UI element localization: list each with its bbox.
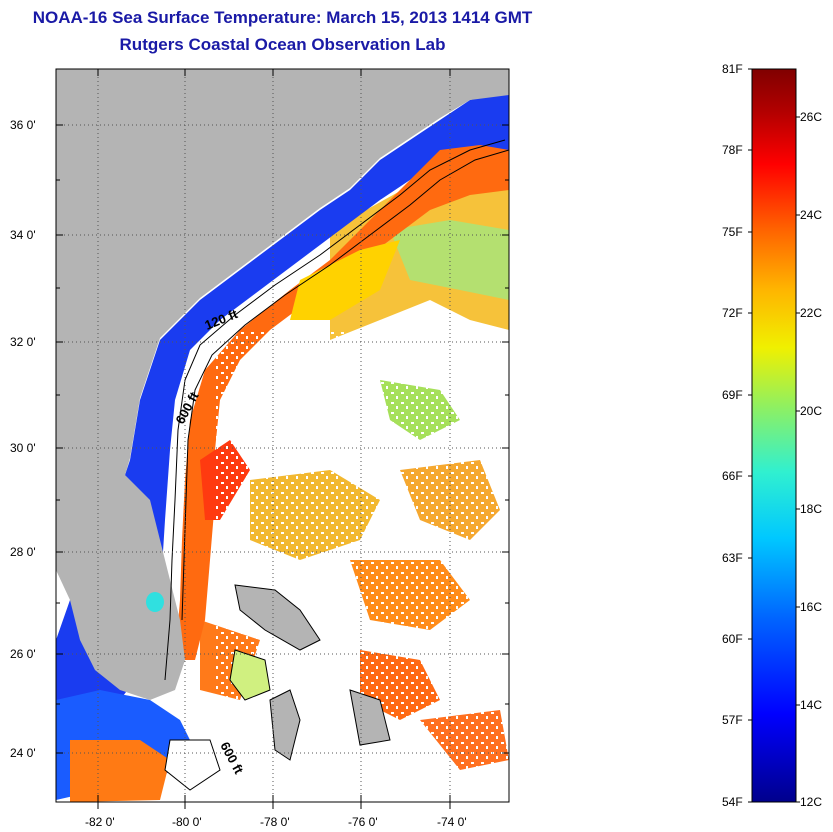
lon-label: -82 0' xyxy=(85,815,115,829)
colorbar-f-label: 78F xyxy=(722,143,743,157)
contour-600ft xyxy=(181,149,509,621)
colorbar-f-label: 81F xyxy=(722,62,743,76)
lat-label: 28 0' xyxy=(10,545,36,559)
colorbar-c-label: 12C xyxy=(800,795,823,809)
contour-120ft xyxy=(164,139,506,681)
chart-title: NOAA-16 Sea Surface Temperature: March 1… xyxy=(32,8,533,27)
colorbar-c-label: 22C xyxy=(800,306,823,320)
bahamas-island xyxy=(234,584,321,651)
lon-label: -76 0' xyxy=(348,815,378,829)
colorbar-f-label: 75F xyxy=(722,225,743,239)
colorbar-ticks xyxy=(748,68,800,803)
colorbar-f-label: 72F xyxy=(722,306,743,320)
lat-ticks xyxy=(56,124,509,754)
bahamas-island xyxy=(269,689,301,761)
colorbar-f-label: 60F xyxy=(722,632,743,646)
colorbar-c-label: 16C xyxy=(800,600,823,614)
chart-subtitle: Rutgers Coastal Ocean Observation Lab xyxy=(119,35,446,54)
land-mainland xyxy=(56,69,509,520)
map-frame xyxy=(55,68,510,803)
colorbar-f-label: 54F xyxy=(722,795,743,809)
colorbar-c-label: 14C xyxy=(800,698,823,712)
land-outer-banks xyxy=(410,75,509,110)
land-florida xyxy=(56,470,185,700)
colorbar-f-label: 69F xyxy=(722,388,743,402)
bahamas-island xyxy=(229,649,271,701)
colorbar xyxy=(751,68,797,803)
colorbar-f-label: 57F xyxy=(722,713,743,727)
lat-label: 36 0' xyxy=(10,118,36,132)
lat-label: 24 0' xyxy=(10,746,36,760)
sst-patch xyxy=(390,220,509,300)
lon-ticks xyxy=(97,69,451,809)
lon-label: -74 0' xyxy=(437,815,467,829)
colorbar-f-label: 63F xyxy=(722,551,743,565)
lon-label: -80 0' xyxy=(172,815,202,829)
bahamas-bank xyxy=(164,739,221,791)
sst-patch xyxy=(70,740,170,802)
bahamas-island xyxy=(349,689,391,746)
lake-okeechobee xyxy=(146,592,164,612)
lat-label: 26 0' xyxy=(10,647,36,661)
colorbar-f-label: 66F xyxy=(722,469,743,483)
lat-label: 32 0' xyxy=(10,335,36,349)
lon-label: -78 0' xyxy=(260,815,290,829)
colorbar-c-label: 20C xyxy=(800,404,823,418)
gulf-stream xyxy=(175,145,509,660)
colorbar-c-label: 18C xyxy=(800,502,823,516)
lat-label: 34 0' xyxy=(10,228,36,242)
colorbar-c-label: 26C xyxy=(800,110,823,124)
colorbar-c-label: 24C xyxy=(800,208,823,222)
sst-patch xyxy=(290,240,400,320)
lat-label: 30 0' xyxy=(10,441,36,455)
